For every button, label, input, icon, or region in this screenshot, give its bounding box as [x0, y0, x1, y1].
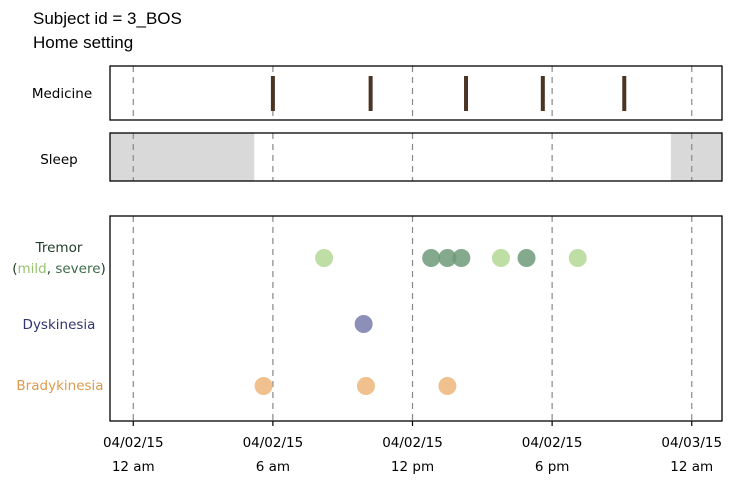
chart-title-line-2: Home setting	[33, 33, 134, 52]
bradykinesia-point-0	[254, 377, 273, 395]
tremor-severe-word: severe	[55, 261, 100, 277]
tremor-mild-word: mild	[17, 261, 46, 277]
panel-frame-symptoms	[109, 215, 723, 422]
panel-frame-sleep	[109, 132, 723, 182]
tremor-mild-point-0	[315, 249, 334, 267]
sleep-band-0	[110, 133, 255, 181]
tremor-severe-point-0	[422, 249, 441, 267]
tremor-label: Tremor	[35, 240, 83, 256]
x-tick-date-0: 04/02/15	[103, 435, 164, 451]
x-tick-time-1: 6 am	[256, 459, 290, 475]
x-tick-date-1: 04/02/15	[243, 435, 304, 451]
medicine-dose-0	[270, 76, 275, 111]
bradykinesia-point-2	[438, 377, 457, 395]
sleep-label: Sleep	[40, 152, 78, 168]
tremor-mild-point-2	[568, 249, 587, 267]
x-tick-time-0: 12 am	[112, 459, 155, 475]
tremor-severe-point-3	[517, 249, 536, 267]
medicine-dose-2	[464, 76, 469, 111]
x-tick-date-4: 04/03/15	[661, 435, 722, 451]
panel-frame-medicine	[109, 65, 723, 121]
tremor-sublabel-close: )	[101, 261, 106, 277]
dyskinesia-point-0	[354, 315, 373, 333]
tremor-severe-point-1	[438, 249, 457, 267]
tremor-severe-point-2	[452, 249, 471, 267]
dyskinesia-label: Dyskinesia	[23, 317, 96, 333]
tremor-sublabel-open: (	[12, 261, 17, 277]
medicine-dose-4	[622, 76, 627, 111]
x-tick-date-2: 04/02/15	[382, 435, 443, 451]
sleep-band-1	[670, 133, 722, 181]
tremor-mild-point-1	[491, 249, 510, 267]
x-tick-time-4: 12 am	[670, 459, 713, 475]
chart-title-line-1: Subject id = 3_BOS	[33, 9, 182, 28]
x-tick-time-2: 12 pm	[391, 459, 434, 475]
tremor-sublabel: (mild, severe)	[12, 261, 106, 277]
tremor-sublabel-separator: ,	[47, 261, 56, 277]
bradykinesia-label: Bradykinesia	[16, 378, 103, 394]
medicine-label: Medicine	[32, 86, 92, 102]
medicine-dose-3	[540, 76, 545, 111]
medicine-dose-1	[368, 76, 373, 111]
bradykinesia-point-1	[356, 377, 375, 395]
x-tick-time-3: 6 pm	[535, 459, 570, 475]
x-tick-date-3: 04/02/15	[522, 435, 583, 451]
